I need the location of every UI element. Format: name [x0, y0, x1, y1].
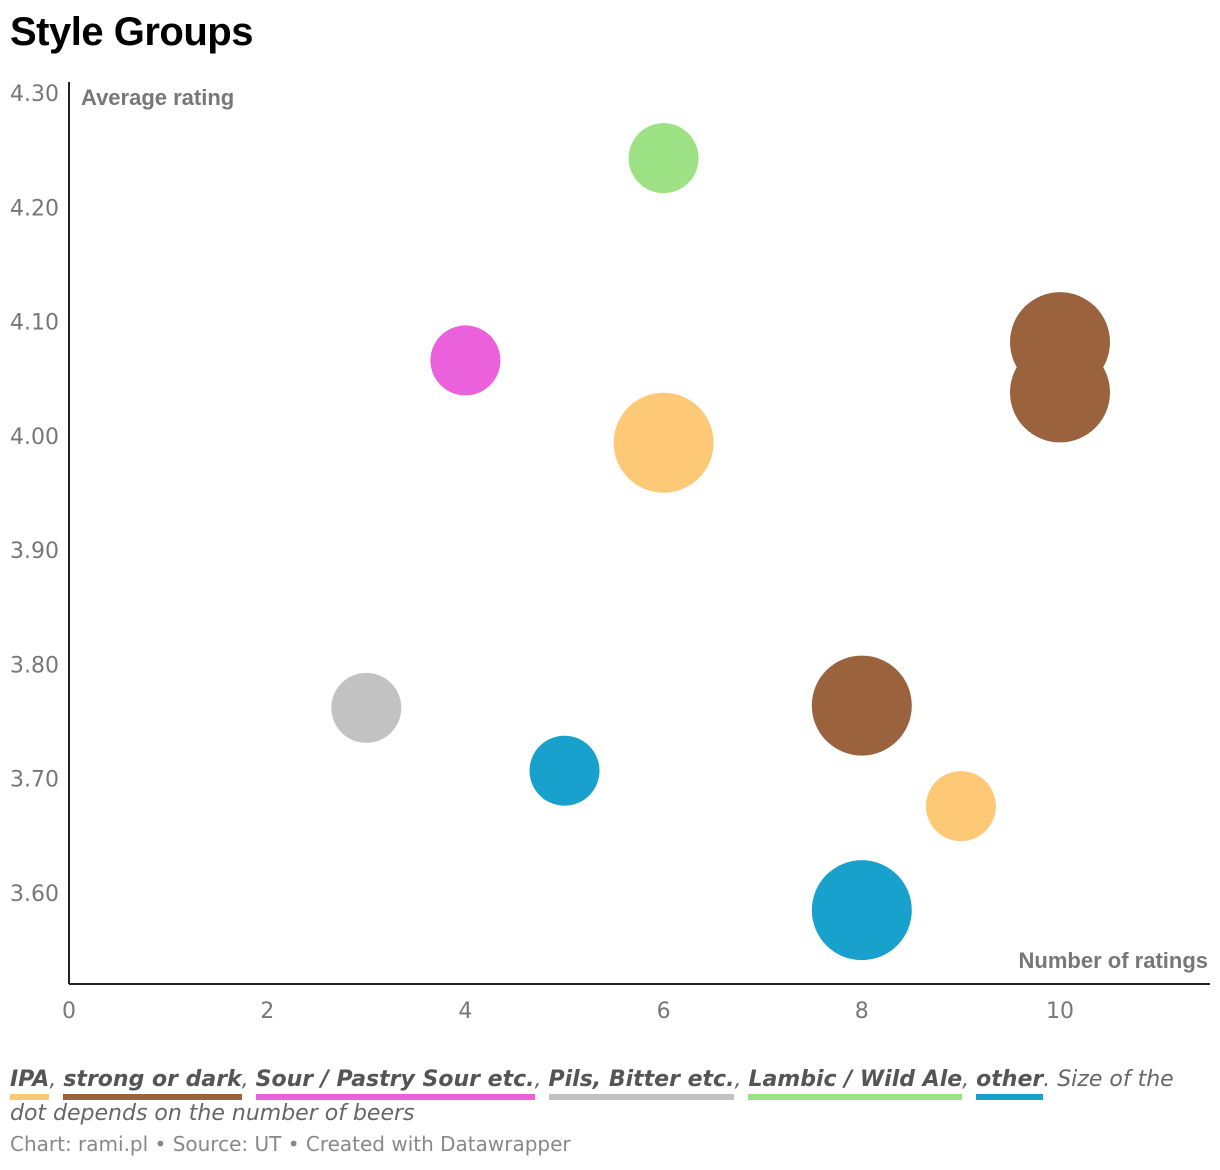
point-other-9[interactable]	[811, 860, 912, 961]
x-tick-label: 8	[855, 999, 869, 1024]
legend-note: . Size of the dot depends on the number …	[10, 1067, 1174, 1126]
legend-item-strong-or-dark[interactable]: strong or dark	[63, 1068, 242, 1100]
y-tick-label: 3.80	[10, 653, 59, 678]
x-tick-label: 0	[62, 999, 76, 1024]
chart-footer: Chart: rami.pl • Source: UT • Created wi…	[10, 1132, 571, 1156]
x-tick-label: 10	[1046, 999, 1074, 1024]
scatter-chart: 3.60 3.70 3.80 3.90 4.00 4.10 4.20 4.30 0 2 4 6 8 10 A…	[10, 82, 1210, 1024]
legend-item-lambic[interactable]: Lambic / Wild Ale	[748, 1068, 963, 1100]
x-axis-label: Number of ratings	[1019, 948, 1208, 973]
y-tick-label: 4.00	[10, 425, 59, 450]
point-strong-or-dark-3[interactable]	[1010, 342, 1110, 443]
point-ipa-8[interactable]	[925, 771, 996, 842]
x-tick-label: 4	[458, 999, 472, 1024]
point-pils-bitter-etc-5[interactable]	[331, 672, 402, 743]
points-layer	[331, 123, 1110, 961]
y-tick-label: 3.70	[10, 768, 59, 793]
point-sour-pastry-sour-etc-1[interactable]	[430, 325, 501, 396]
y-axis-label: Average rating	[81, 85, 234, 110]
legend-item-other[interactable]: other	[976, 1068, 1044, 1100]
point-lambic-wild-ale-0[interactable]	[628, 123, 699, 194]
y-tick-label: 4.20	[10, 196, 59, 221]
axes-layer: 3.60 3.70 3.80 3.90 4.00 4.10 4.20 4.30 0 2 4 6 8 10 A…	[10, 82, 1210, 1024]
x-tick-label: 6	[657, 999, 671, 1024]
x-tick-label: 2	[260, 999, 274, 1024]
chart-title: Style Groups	[10, 10, 253, 54]
y-tick-label: 4.30	[10, 82, 59, 107]
y-tick-label: 4.10	[10, 311, 59, 336]
y-tick-label: 3.90	[10, 539, 59, 564]
legend: IPA, strong or dark, Sour / Pastry Sour …	[10, 1067, 1174, 1126]
point-strong-or-dark-6[interactable]	[811, 655, 912, 756]
legend-item-sour[interactable]: Sour / Pastry Sour etc.	[255, 1068, 535, 1100]
legend-item-pils[interactable]: Pils, Bitter etc.	[548, 1068, 735, 1100]
legend-item-ipa[interactable]: IPA	[10, 1068, 50, 1100]
point-other-7[interactable]	[529, 735, 600, 806]
point-ipa-4[interactable]	[613, 392, 714, 493]
y-tick-label: 3.60	[10, 882, 59, 907]
